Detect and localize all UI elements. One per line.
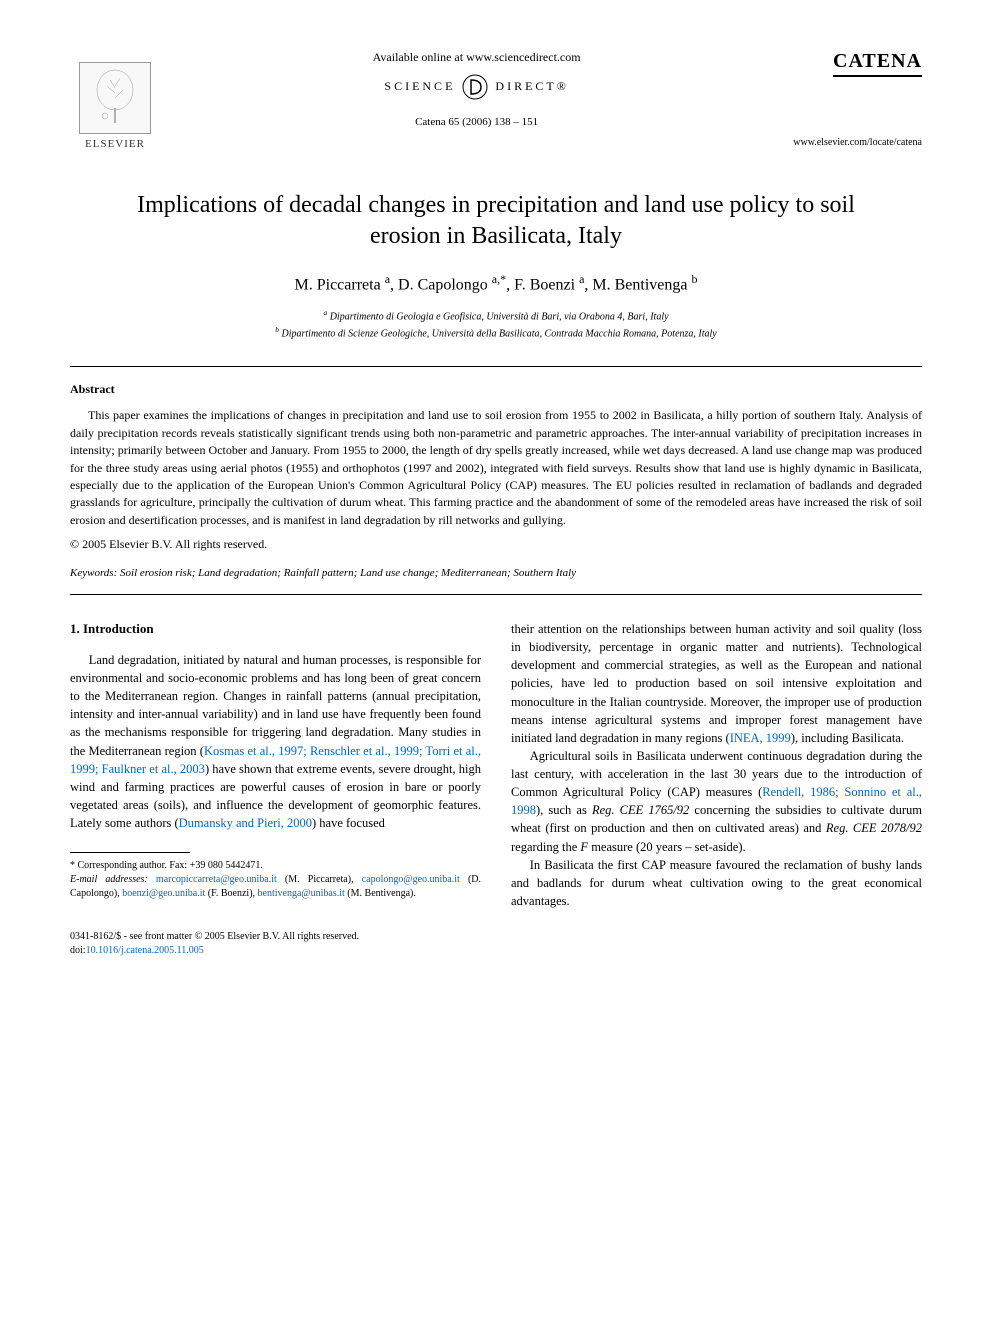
doi-link[interactable]: 10.1016/j.catena.2005.11.005 [86,945,204,956]
keywords-label: Keywords: [70,567,117,579]
journal-citation: Catena 65 (2006) 138 – 151 [180,116,773,128]
affiliation-b-text: Dipartimento di Scienze Geologiche, Univ… [282,328,717,339]
ref-inea[interactable]: INEA, 1999 [730,731,791,745]
email-4[interactable]: bentivenga@unibas.it [258,888,345,899]
affiliations: a Dipartimento di Geologia e Geofisica, … [70,307,922,342]
email-addresses: E-mail addresses: marcopiccarreta@geo.un… [70,873,481,901]
divider-1 [70,366,922,367]
header-row: ELSEVIER Available online at www.science… [70,50,922,150]
rp2e: measure (20 years – set-aside). [588,840,746,854]
email-label: E-mail addresses: [70,874,148,885]
keywords-text: Soil erosion risk; Land degradation; Rai… [120,567,576,579]
affiliation-a: a Dipartimento di Geologia e Geofisica, … [70,307,922,324]
footer-copyright: 0341-8162/$ - see front matter © 2005 El… [70,930,922,944]
body-columns: 1. Introduction Land degradation, initia… [70,620,922,910]
sciencedirect-d-icon [461,73,489,101]
rp1a: their attention on the relationships bet… [511,622,922,745]
intro-para-1-cont: their attention on the relationships bet… [511,620,922,747]
elsevier-text: ELSEVIER [85,138,145,150]
catena-box: CATENA www.elsevier.com/locate/catena [793,50,922,148]
center-header: Available online at www.sciencedirect.co… [160,50,793,128]
p1c: ) have focused [312,816,385,830]
affiliation-a-text: Dipartimento di Geologia e Geofisica, Un… [330,311,669,322]
abstract-copyright: © 2005 Elsevier B.V. All rights reserved… [70,537,922,552]
intro-para-2: Agricultural soils in Basilicata underwe… [511,747,922,856]
email-2[interactable]: capolongo@geo.uniba.it [362,874,460,885]
catena-journal-title: CATENA [833,50,922,77]
sciencedirect-logo: SCIENCE DIRECT® [180,73,773,101]
email-3-who: (F. Boenzi), [205,888,257,899]
affiliation-b: b Dipartimento di Scienze Geologiche, Un… [70,324,922,341]
abstract-heading: Abstract [70,382,922,397]
elsevier-tree-icon [79,62,151,134]
email-1-who: (M. Piccarreta), [277,874,362,885]
authors: M. Piccarreta a, D. Capolongo a,*, F. Bo… [70,272,922,294]
section-1-heading: 1. Introduction [70,620,481,639]
footnotes: * Corresponding author. Fax: +39 080 544… [70,859,481,901]
footer-doi: doi:10.1016/j.catena.2005.11.005 [70,944,922,958]
author-2: D. Capolongo [398,277,488,294]
rp2b: ), such as [536,803,592,817]
author-4: M. Bentivenga [592,277,687,294]
footnote-separator [70,852,190,853]
available-online-text: Available online at www.sciencedirect.co… [180,50,773,65]
f-measure: F [580,840,588,854]
intro-para-1: Land degradation, initiated by natural a… [70,651,481,832]
abstract-text: This paper examines the implications of … [70,407,922,529]
catena-url: www.elsevier.com/locate/catena [793,137,922,148]
author-1: M. Piccarreta [295,277,381,294]
reg2: Reg. CEE 2078/92 [826,821,922,835]
keywords: Keywords: Soil erosion risk; Land degrad… [70,567,922,579]
email-4-who: (M. Bentivenga). [345,888,416,899]
footer: 0341-8162/$ - see front matter © 2005 El… [70,930,922,958]
doi-label: doi: [70,945,86,956]
reg1: Reg. CEE 1765/92 [592,803,689,817]
intro-para-3: In Basilicata the first CAP measure favo… [511,856,922,910]
author-3: F. Boenzi [514,277,575,294]
divider-2 [70,594,922,595]
sciencedirect-text-right: DIRECT® [495,79,568,93]
rp2d: regarding the [511,840,580,854]
p1a: Land degradation, initiated by natural a… [70,653,481,758]
elsevier-logo: ELSEVIER [70,50,160,150]
article-title: Implications of decadal changes in preci… [130,190,862,252]
rp1b: ), including Basilicata. [791,731,904,745]
corresponding-author: * Corresponding author. Fax: +39 080 544… [70,859,481,873]
ref-dumansky[interactable]: Dumansky and Pieri, 2000 [179,816,312,830]
sciencedirect-text-left: SCIENCE [384,79,455,93]
email-1[interactable]: marcopiccarreta@geo.uniba.it [156,874,277,885]
left-column: 1. Introduction Land degradation, initia… [70,620,481,910]
email-3[interactable]: boenzi@geo.uniba.it [122,888,205,899]
right-column: their attention on the relationships bet… [511,620,922,910]
